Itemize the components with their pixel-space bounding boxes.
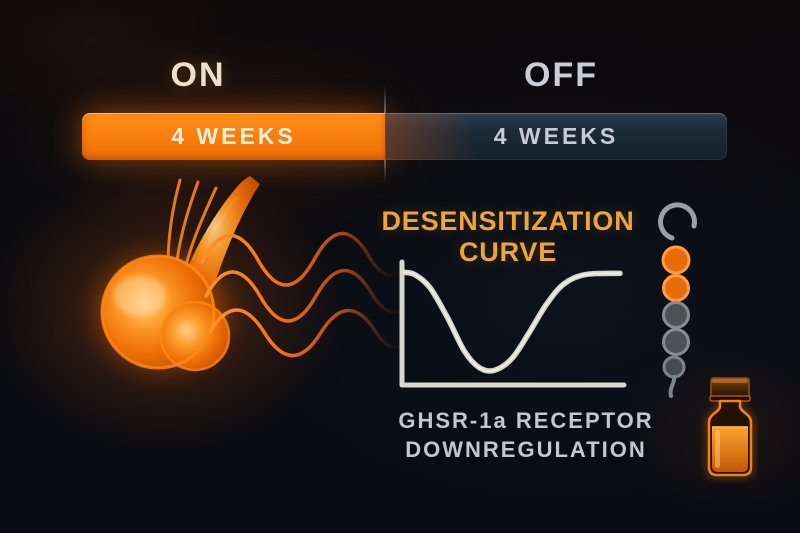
chart-caption-line1: GHSR-1a RECEPTOR xyxy=(398,408,654,433)
on-duration-label: 4 WEEKS xyxy=(171,123,296,149)
receptor-dot-chain-icon xyxy=(658,202,697,398)
gland-lobe xyxy=(161,302,229,370)
vial-liquid-surface xyxy=(712,426,748,428)
off-phase-label: OFF xyxy=(524,56,598,94)
gland-lobe-rim xyxy=(159,300,231,372)
curve-line-highlight xyxy=(403,271,621,372)
signal-wave-line xyxy=(200,231,404,287)
curve-line xyxy=(401,269,623,374)
receptor-dot-inactive xyxy=(662,301,690,329)
chain-tail xyxy=(668,375,677,398)
vial-cap-highlight xyxy=(712,379,748,383)
receptor-dot-inactive-small xyxy=(662,355,686,379)
signal-wave-line xyxy=(208,308,406,358)
cycle-timeline-bar: 4 WEEKS 4 WEEKS xyxy=(82,113,727,160)
vial-liquid xyxy=(712,427,748,472)
on-duration-segment: 4 WEEKS xyxy=(82,113,385,160)
chart-caption: GHSR-1a RECEPTOR DOWNREGULATION xyxy=(398,406,653,464)
chart-title-line2: CURVE xyxy=(458,237,558,267)
signal-wave-line xyxy=(204,268,406,323)
peptide-vial-icon xyxy=(705,377,755,479)
chart-caption-line2: DOWNREGULATION xyxy=(405,437,647,462)
gland-rim xyxy=(100,254,216,370)
desensitization-curve-chart xyxy=(399,259,627,388)
on-phase-label: ON xyxy=(170,56,226,94)
receptor-dot-active xyxy=(662,274,690,302)
off-duration-segment: 4 WEEKS xyxy=(385,113,727,160)
chart-title: DESENSITIZATION CURVE xyxy=(381,206,634,268)
pituitary-gland-illustration xyxy=(96,176,406,372)
gland-highlight xyxy=(114,276,166,316)
signal-waves xyxy=(200,231,406,358)
vial-liquid-highlight xyxy=(715,430,720,468)
chart-title-line1: DESENSITIZATION xyxy=(381,206,635,236)
receptor-dot-active xyxy=(661,245,691,275)
receptor-dot-inactive xyxy=(662,328,690,356)
chain-hook-arc xyxy=(658,202,697,241)
off-duration-label: 4 WEEKS xyxy=(493,123,619,149)
